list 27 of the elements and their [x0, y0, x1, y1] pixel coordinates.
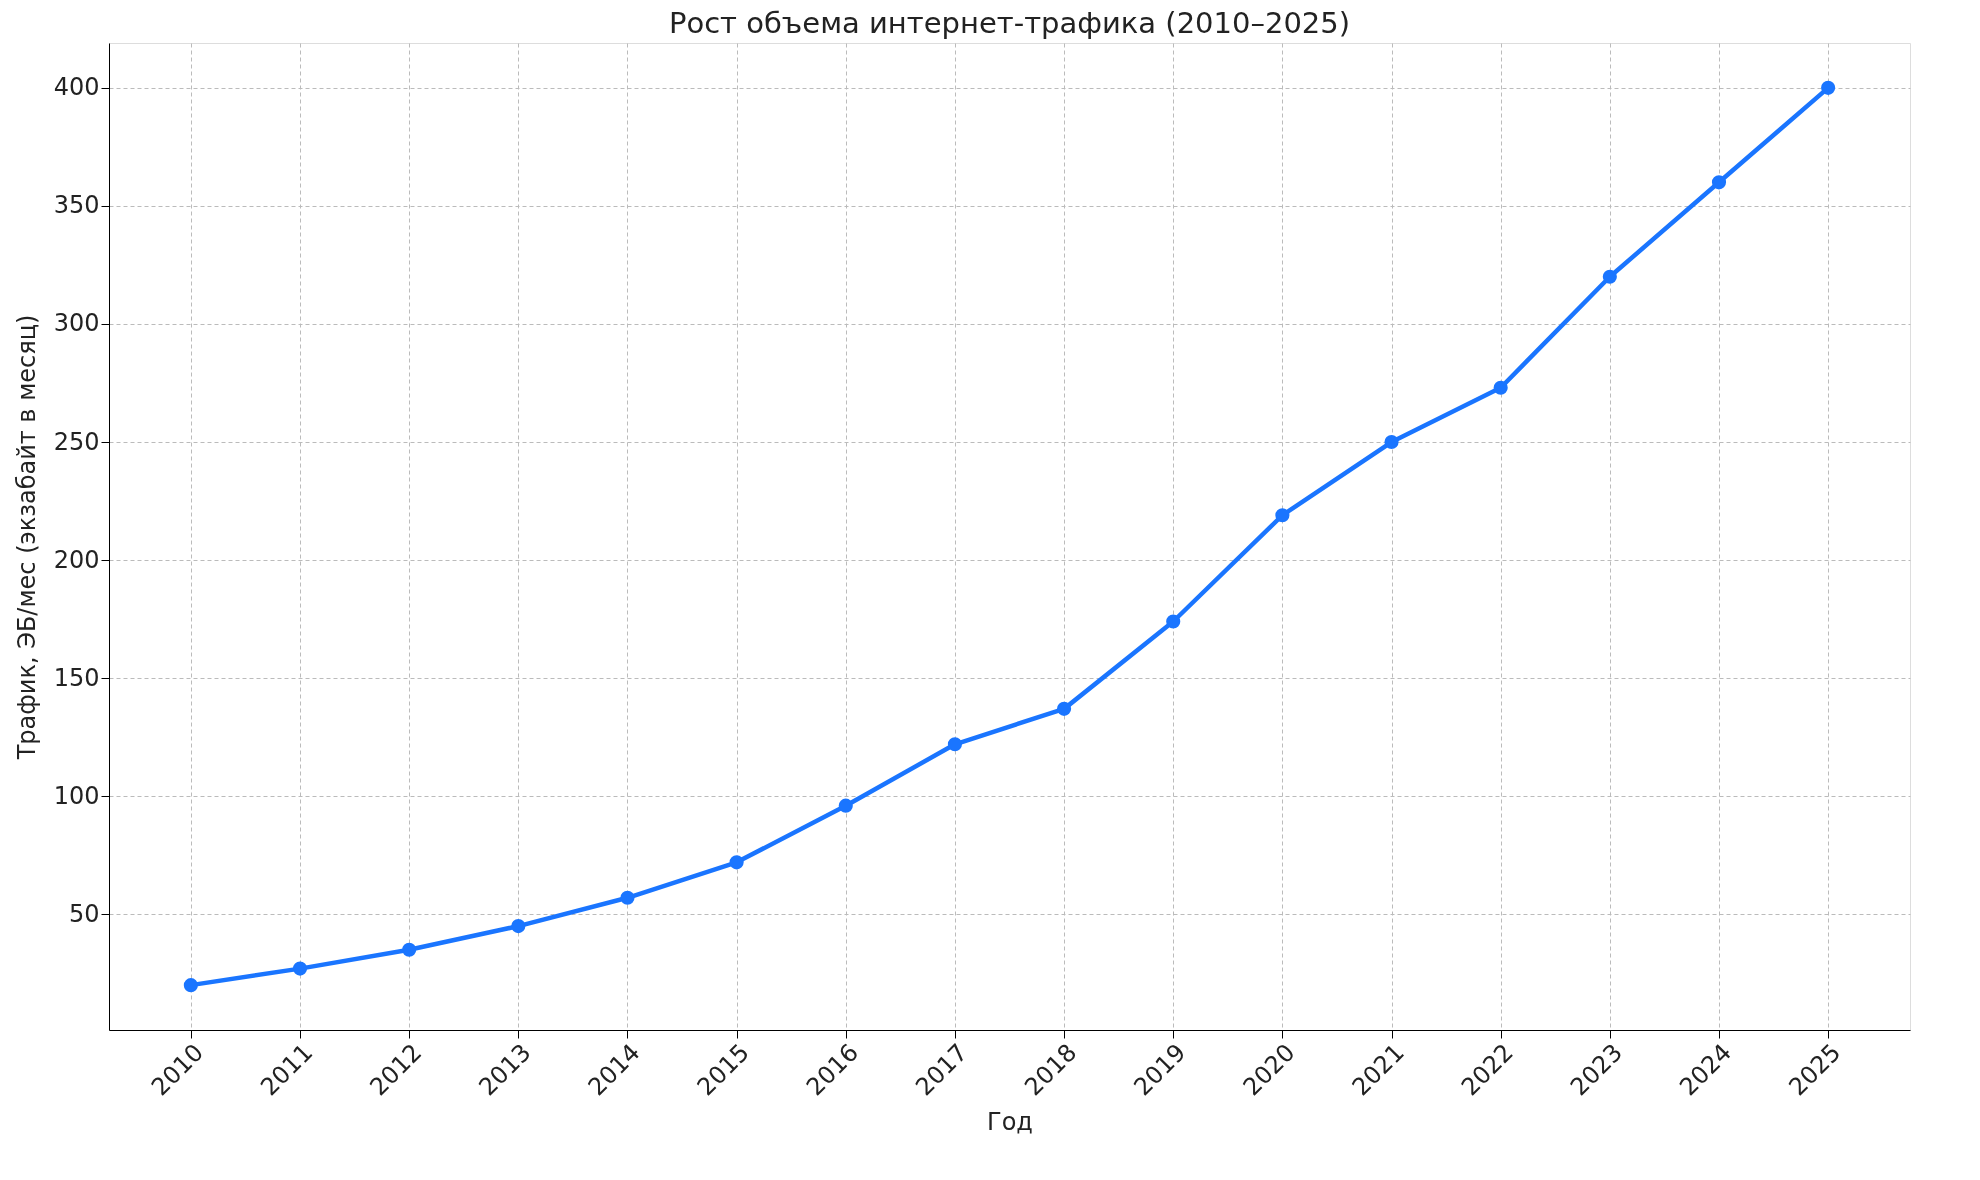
point [1821, 80, 1836, 95]
y-tick-label: 50 [68, 899, 100, 928]
y-tick-label: 400 [53, 73, 100, 102]
point [1057, 701, 1072, 716]
y-tick-label: 250 [53, 427, 100, 456]
y-tick-label: 350 [53, 191, 100, 220]
point [1711, 175, 1727, 190]
point [1166, 614, 1181, 629]
point [402, 942, 417, 957]
point [183, 978, 198, 993]
point [729, 855, 744, 870]
x-axis-title: Год [987, 1107, 1033, 1136]
y-tick-label: 200 [53, 545, 100, 574]
point [620, 890, 635, 905]
point [292, 961, 308, 976]
point [1384, 434, 1399, 450]
point [838, 798, 853, 813]
y-tick-label: 300 [53, 309, 100, 338]
point [1602, 269, 1617, 284]
y-tick-label: 150 [53, 663, 100, 692]
point [1275, 508, 1290, 523]
point [1493, 380, 1508, 395]
point [947, 737, 962, 752]
chart-title: Рост объема интернет-трафика (2010–2025) [668, 6, 1351, 40]
y-axis-title: Трафик, ЭБ/мес (экзабайт в месяц) [12, 314, 41, 761]
y-tick-label: 100 [53, 781, 100, 810]
point [511, 919, 526, 934]
